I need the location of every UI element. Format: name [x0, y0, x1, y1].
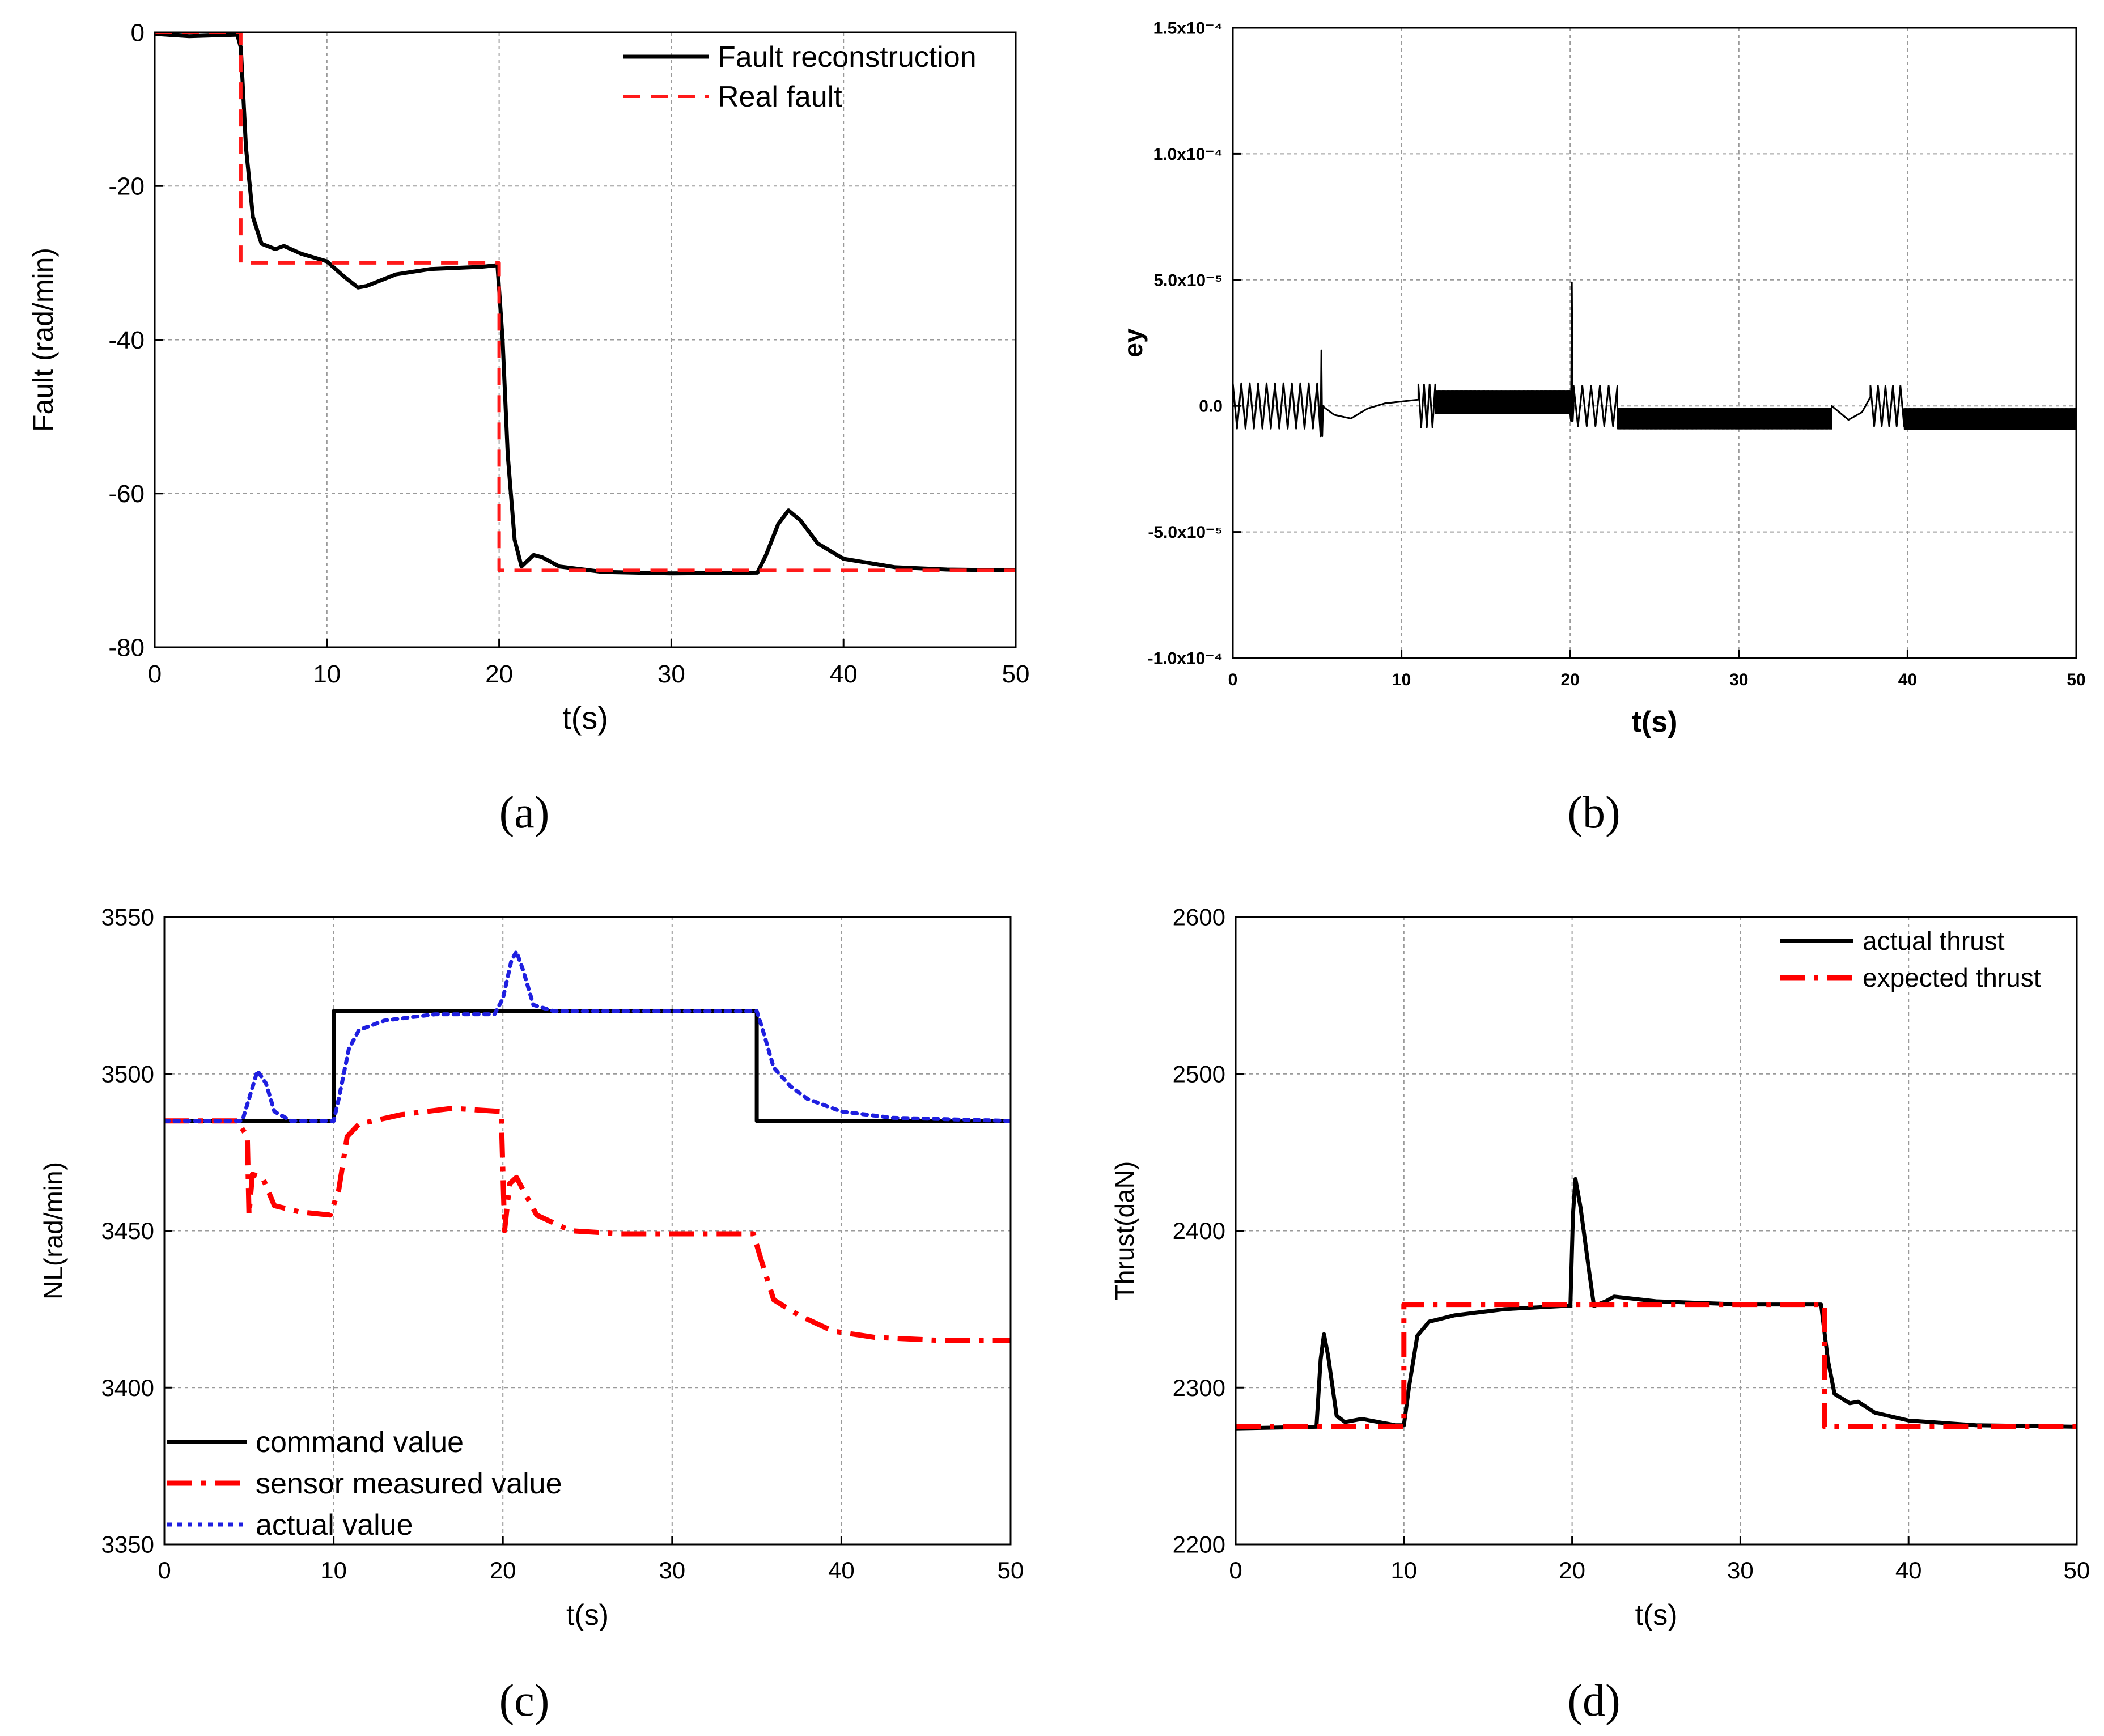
x-tick-label: 50 — [2064, 1557, 2090, 1584]
panel-label-b: (b) — [1567, 788, 1620, 838]
x-axis-title: t(s) — [1632, 706, 1678, 738]
y-tick-label: -20 — [108, 173, 145, 201]
y-axis-title: Thrust(daN) — [1110, 1161, 1139, 1300]
panel-label-a: (a) — [499, 788, 550, 838]
y-tick-label: 1.5x10⁻⁴ — [1153, 19, 1223, 38]
y-tick-label: -40 — [108, 326, 145, 354]
legend-entry: Fault reconstruction — [718, 41, 977, 74]
x-tick-label: 40 — [1895, 1557, 1922, 1584]
y-tick-label: 2400 — [1173, 1217, 1225, 1244]
x-tick-label: 10 — [1392, 670, 1411, 689]
y-axis-title: NL(rad/min) — [39, 1162, 68, 1300]
x-tick-label: 50 — [1002, 660, 1030, 688]
x-tick-label: 0 — [1229, 1557, 1242, 1584]
y-tick-label: -5.0x10⁻⁵ — [1148, 523, 1223, 542]
chart-b-output-error: 0 10 20 30 40 50 1.5x10⁻⁴ 1.0x10⁻⁴ 5.0x10⁻⁵ 0.0 -5… — [1118, 19, 2086, 739]
plot-area — [1233, 281, 2076, 438]
legend-entry: command value — [256, 1426, 464, 1459]
legend-entry: Real fault — [718, 80, 842, 113]
x-tick-label: 30 — [659, 1557, 685, 1584]
x-tick-label: 20 — [1561, 670, 1580, 689]
x-tick-label: 50 — [998, 1557, 1024, 1584]
y-tick-label: 2500 — [1173, 1060, 1225, 1087]
x-tick-label: 30 — [1727, 1557, 1754, 1584]
legend-entry: actual thrust — [1863, 926, 2005, 956]
y-tick-label: 3450 — [101, 1217, 154, 1244]
x-tick-label: 10 — [313, 660, 341, 688]
series-actual-value — [164, 949, 1011, 1123]
y-tick-label: 0 — [131, 19, 145, 46]
x-tick-label: 50 — [2067, 670, 2085, 689]
x-tick-label: 40 — [828, 1557, 855, 1584]
x-tick-label: 40 — [1898, 670, 1917, 689]
legend: Fault reconstruction Real fault — [623, 41, 977, 113]
y-tick-label: -60 — [108, 480, 145, 508]
y-tick-label: 3400 — [101, 1374, 154, 1401]
chart-a-fault-reconstruction: 0 10 20 30 40 50 0 -20 -40 -60 -80 t(s) Fault (rad/m… — [27, 19, 1029, 736]
panel-label-c: (c) — [499, 1676, 550, 1726]
x-tick-label: 10 — [320, 1557, 347, 1584]
series-sensor-measured-value — [164, 1106, 1011, 1343]
x-tick-label: 30 — [1729, 670, 1748, 689]
plot-area — [164, 949, 1011, 1343]
plot-area — [155, 32, 1016, 576]
y-tick-label: -1.0x10⁻⁴ — [1148, 650, 1223, 668]
x-tick-label: 0 — [158, 1557, 171, 1584]
legend: command value sensor measured value actual… — [167, 1426, 562, 1542]
y-tick-label: 2200 — [1173, 1531, 1225, 1558]
y-tick-label: -80 — [108, 634, 145, 661]
y-tick-label: 0.0 — [1199, 397, 1223, 416]
x-tick-label: 20 — [485, 660, 513, 688]
x-tick-label: 0 — [148, 660, 162, 688]
x-axis-title: t(s) — [566, 1599, 609, 1632]
panel-label-d: (d) — [1567, 1676, 1620, 1726]
legend-entry: actual value — [256, 1509, 413, 1542]
series-ey — [1233, 281, 2076, 438]
series-fault-reconstruction — [155, 32, 1016, 576]
x-axis-title: t(s) — [562, 700, 608, 736]
y-tick-label: 3550 — [101, 904, 154, 931]
y-tick-label: 5.0x10⁻⁵ — [1153, 271, 1223, 290]
chart-d-thrust: 0 10 20 30 40 50 2600 2500 2400 2300 2200 t(s) Thrus… — [1110, 904, 2090, 1632]
legend: actual thrust expected thrust — [1780, 926, 2041, 992]
plot-area — [1236, 1177, 2077, 1431]
series-expected-thrust — [1236, 1302, 2077, 1429]
y-tick-label: 2600 — [1173, 904, 1225, 931]
legend-entry: sensor measured value — [256, 1467, 562, 1500]
y-tick-label: 2300 — [1173, 1374, 1225, 1401]
chart-c-nl-speed: 0 10 20 30 40 50 3550 3500 3450 3400 3350 t(s) NL(ra… — [39, 904, 1024, 1632]
x-tick-label: 20 — [1559, 1557, 1585, 1584]
x-tick-label: 40 — [830, 660, 858, 688]
series-actual-thrust — [1236, 1177, 2077, 1431]
x-tick-label: 20 — [490, 1557, 516, 1584]
y-tick-label: 1.0x10⁻⁴ — [1153, 145, 1223, 164]
legend-entry: expected thrust — [1863, 963, 2041, 992]
y-axis-title: Fault (rad/min) — [27, 248, 59, 432]
x-tick-label: 30 — [658, 660, 685, 688]
x-axis-title: t(s) — [1635, 1599, 1677, 1632]
series-real-fault — [155, 32, 1016, 572]
y-axis-title: ey — [1118, 328, 1148, 358]
x-tick-label: 10 — [1390, 1557, 1417, 1584]
y-tick-label: 3350 — [101, 1531, 154, 1558]
x-tick-label: 0 — [1228, 670, 1238, 689]
plot-frame — [1232, 27, 2077, 659]
y-tick-label: 3500 — [101, 1060, 154, 1087]
